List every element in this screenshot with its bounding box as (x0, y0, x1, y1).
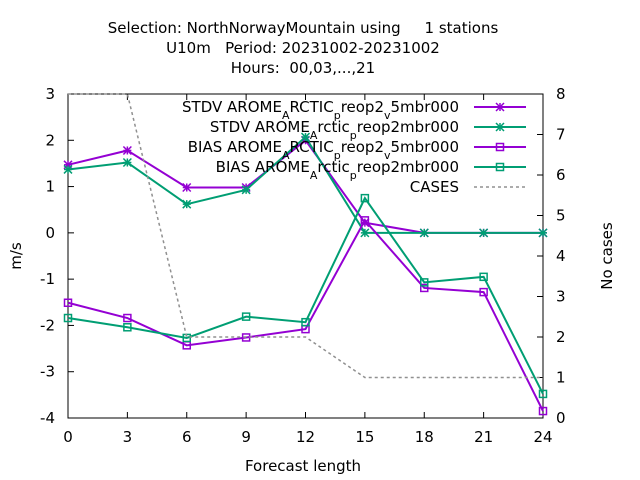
title-line: Hours: 00,03,...,21 (231, 59, 375, 77)
data-point-bias-arctic-lower (241, 312, 251, 321)
y-tick-label: 0 (45, 224, 55, 242)
data-point-stdv-arctic-lower (63, 164, 73, 174)
data-point-bias-arctic-lower (360, 193, 370, 203)
legend-label-stdv-arctic: STDV AROMEARCTICpreop2v5mbr000 (182, 98, 459, 122)
data-point-bias-arctic (538, 406, 548, 416)
data-point-bias-arctic-lower (301, 317, 310, 327)
y-axis-label: m/s (7, 242, 25, 270)
series-bias-arctic (63, 216, 548, 416)
legend-marker-bias-arctic (495, 142, 505, 152)
x-tick-label: 18 (415, 428, 434, 446)
data-point-stdv-arctic-lower (122, 157, 132, 168)
data-point-bias-arctic (479, 287, 488, 297)
x-tick-label: 9 (241, 428, 251, 446)
chart-title: Selection: NorthNorwayMountain using 1 s… (108, 19, 499, 77)
y2-tick-label: 6 (556, 166, 566, 184)
y2-tick-label: 5 (556, 207, 566, 225)
x-tick-label: 3 (123, 428, 133, 446)
data-point-bias-arctic (360, 216, 370, 225)
data-point-bias-arctic (420, 283, 429, 293)
legend-label-cases: CASES (410, 178, 459, 196)
x-tick-label: 21 (474, 428, 493, 446)
series-line-bias-arctic-lower (67, 196, 544, 395)
data-point-stdv-arctic (182, 182, 192, 193)
series-cases (68, 93, 543, 379)
data-point-bias-arctic-lower (123, 323, 132, 332)
y2-tick-label: 2 (556, 328, 566, 346)
data-point-stdv-arctic-lower (538, 228, 548, 238)
y2-tick-label: 4 (556, 247, 566, 265)
legend-marker-stdv-arctic (495, 102, 505, 112)
data-point-bias-arctic (63, 298, 73, 307)
data-point-bias-arctic-lower (538, 389, 548, 399)
title-line: U10m Period: 20231002-20231002 (166, 39, 440, 57)
y2-tick-label: 3 (556, 288, 566, 306)
x-tick-label: 24 (533, 428, 552, 446)
y-tick-label: 3 (45, 85, 55, 103)
x-tick-label: 12 (296, 428, 315, 446)
series-bias-arctic-lower (63, 193, 548, 399)
data-point-stdv-arctic-lower (182, 199, 192, 209)
x-tick-label: 6 (182, 428, 192, 446)
series-layer (63, 93, 548, 416)
x-tick-label: 0 (63, 428, 73, 446)
y2-tick-label: 0 (556, 409, 566, 427)
data-point-stdv-arctic (122, 145, 132, 155)
y-tick-label: 1 (45, 178, 55, 196)
series-line-cases (68, 93, 543, 379)
data-point-stdv-arctic-lower (241, 185, 251, 195)
y-tick-label: -3 (40, 363, 55, 381)
data-point-bias-arctic-lower (63, 313, 73, 323)
legend-label-stdv-arctic-lower: STDV AROMEArcticpreop2mbr000 (210, 118, 459, 142)
x-tick-label: 15 (355, 428, 374, 446)
y-tick-label: 2 (45, 131, 55, 149)
y-tick-label: -2 (40, 316, 55, 334)
y2-tick-label: 1 (556, 369, 566, 387)
y2-tick-label: 7 (556, 126, 566, 144)
y-tick-label: -4 (40, 409, 55, 427)
legend-label-bias-arctic-lower: BIAS AROMEArcticpreop2mbr000 (216, 158, 459, 182)
data-point-bias-arctic-lower (420, 278, 429, 287)
x-axis-label: Forecast length (245, 457, 361, 475)
data-point-stdv-arctic-lower (360, 228, 370, 238)
y2-axis-label: No cases (598, 222, 616, 290)
y-tick-label: -1 (40, 270, 55, 288)
legend-marker-stdv-arctic-lower (495, 122, 505, 132)
legend-marker-bias-arctic-lower (495, 162, 505, 172)
y2-tick-label: 8 (556, 85, 566, 103)
data-point-stdv-arctic-lower (419, 228, 429, 238)
legend-label-bias-arctic: BIAS AROMEARCTICpreop2v5mbr000 (188, 138, 459, 162)
title-line: Selection: NorthNorwayMountain using 1 s… (108, 19, 499, 37)
data-point-stdv-arctic-lower (479, 228, 489, 238)
series-line-bias-arctic (67, 218, 544, 412)
data-point-bias-arctic (123, 313, 132, 323)
data-point-stdv-arctic-lower (300, 132, 311, 142)
data-point-bias-arctic-lower (479, 272, 488, 282)
